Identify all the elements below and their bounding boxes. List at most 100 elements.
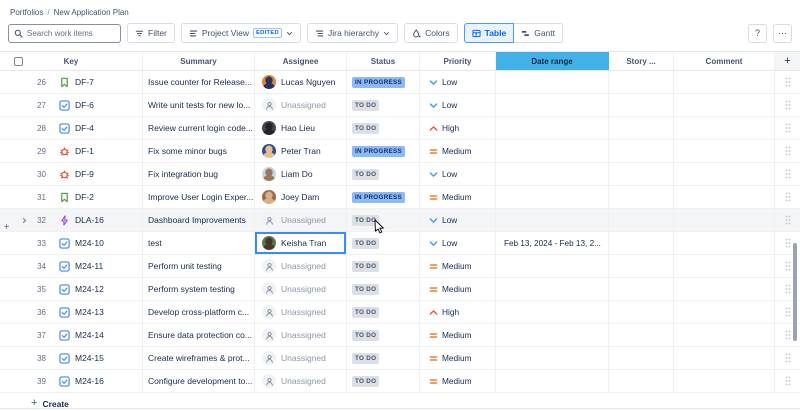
drag-handle-icon[interactable] (785, 77, 791, 87)
status-badge[interactable]: TO DO (352, 122, 380, 134)
drag-handle-icon[interactable] (785, 376, 791, 386)
row-actions-cell[interactable] (775, 140, 800, 162)
status-cell[interactable]: TO DO (347, 255, 420, 277)
assignee-cell[interactable]: Unassigned (255, 278, 347, 300)
key-cell[interactable]: 34 M24-11 (0, 255, 143, 277)
status-badge[interactable]: TO DO (352, 283, 380, 295)
key-cell[interactable]: 39 M24-16 (0, 370, 143, 392)
date-range-cell[interactable] (496, 140, 609, 162)
row-actions-cell[interactable] (775, 370, 800, 392)
key-cell[interactable]: 32 DLA-16 (0, 209, 143, 231)
row-actions-cell[interactable] (775, 186, 800, 208)
comment-cell[interactable] (674, 370, 775, 392)
key-cell[interactable]: 31 DF-2 (0, 186, 143, 208)
row-actions-cell[interactable] (775, 117, 800, 139)
comment-cell[interactable] (674, 324, 775, 346)
story-points-cell[interactable] (609, 278, 674, 300)
comment-cell[interactable] (674, 209, 775, 231)
summary-cell[interactable]: Create wireframes & prot... (143, 347, 255, 369)
assignee-cell[interactable]: Unassigned (255, 301, 347, 323)
drag-handle-icon[interactable] (785, 307, 791, 317)
drag-handle-icon[interactable] (785, 146, 791, 156)
status-badge[interactable]: TO DO (352, 214, 380, 226)
status-cell[interactable]: TO DO (347, 370, 420, 392)
column-header-assignee[interactable]: Assignee (255, 52, 347, 70)
assignee-cell[interactable]: Lucas Nguyen (255, 71, 347, 93)
drag-handle-icon[interactable] (785, 284, 791, 294)
key-cell[interactable]: 27 DF-6 (0, 94, 143, 116)
status-cell[interactable]: TO DO (347, 278, 420, 300)
hierarchy-button[interactable]: Jira hierarchy (307, 23, 399, 43)
comment-cell[interactable] (674, 255, 775, 277)
key-cell[interactable]: 29 DF-1 (0, 140, 143, 162)
assignee-cell[interactable]: Liam Do (255, 163, 347, 185)
key-cell[interactable]: 36 M24-13 (0, 301, 143, 323)
more-options-button[interactable]: ⋯ (773, 23, 792, 43)
priority-cell[interactable]: Medium (420, 347, 496, 369)
date-range-cell[interactable] (496, 186, 609, 208)
expand-chevron-icon[interactable] (18, 148, 30, 155)
key-cell[interactable]: 35 M24-12 (0, 278, 143, 300)
comment-cell[interactable] (674, 163, 775, 185)
vertical-scrollbar-thumb[interactable] (793, 243, 797, 341)
drag-handle-icon[interactable] (785, 123, 791, 133)
status-badge[interactable]: TO DO (352, 329, 380, 341)
summary-cell[interactable]: Ensure data protection co... (143, 324, 255, 346)
status-cell[interactable]: IN PROGRESS (347, 140, 420, 162)
assignee-cell[interactable]: Unassigned (255, 209, 347, 231)
assignee-cell[interactable]: Hao Lieu (255, 117, 347, 139)
drag-handle-icon[interactable] (785, 192, 791, 202)
comment-cell[interactable] (674, 186, 775, 208)
row-actions-cell[interactable] (775, 347, 800, 369)
expand-chevron-icon[interactable] (18, 217, 30, 224)
date-range-cell[interactable] (496, 324, 609, 346)
expand-chevron-icon[interactable] (18, 286, 30, 293)
priority-cell[interactable]: Low (420, 232, 496, 254)
summary-cell[interactable]: Configure development to... (143, 370, 255, 392)
status-cell[interactable]: TO DO (347, 347, 420, 369)
assignee-cell[interactable]: Unassigned (255, 255, 347, 277)
summary-cell[interactable]: Fix some minor bugs (143, 140, 255, 162)
story-points-cell[interactable] (609, 301, 674, 323)
comment-cell[interactable] (674, 94, 775, 116)
key-cell[interactable]: 33 M24-10 (0, 232, 143, 254)
priority-cell[interactable]: Low (420, 71, 496, 93)
summary-cell[interactable]: Issue counter for Release... (143, 71, 255, 93)
help-button[interactable]: ? (748, 23, 767, 43)
priority-cell[interactable]: Medium (420, 324, 496, 346)
assignee-cell[interactable]: Unassigned (255, 94, 347, 116)
summary-cell[interactable]: Fix integration bug (143, 163, 255, 185)
story-points-cell[interactable] (609, 255, 674, 277)
breadcrumb-plan-name[interactable]: New Application Plan (53, 8, 129, 17)
row-actions-cell[interactable] (775, 278, 800, 300)
priority-cell[interactable]: Low (420, 163, 496, 185)
status-cell[interactable]: TO DO (347, 324, 420, 346)
status-cell[interactable]: TO DO (347, 163, 420, 185)
row-actions-cell[interactable] (775, 255, 800, 277)
expand-chevron-icon[interactable] (18, 194, 30, 201)
drag-handle-icon[interactable] (785, 261, 791, 271)
status-badge[interactable]: TO DO (352, 260, 380, 272)
row-actions-cell[interactable] (775, 209, 800, 231)
row-actions-cell[interactable] (775, 163, 800, 185)
date-range-cell[interactable] (496, 278, 609, 300)
select-all-checkbox[interactable] (14, 57, 23, 66)
date-range-cell[interactable] (496, 94, 609, 116)
date-range-cell[interactable] (496, 370, 609, 392)
expand-chevron-icon[interactable] (18, 79, 30, 86)
search-box[interactable] (8, 23, 121, 43)
assignee-cell[interactable]: Joey Dam (255, 186, 347, 208)
key-cell[interactable]: 37 M24-14 (0, 324, 143, 346)
story-points-cell[interactable] (609, 94, 674, 116)
date-range-cell[interactable] (496, 347, 609, 369)
status-badge[interactable]: TO DO (352, 352, 380, 364)
status-badge[interactable]: TO DO (352, 168, 380, 180)
gantt-view-button[interactable]: Gantt (514, 23, 564, 43)
row-actions-cell[interactable] (775, 94, 800, 116)
story-points-cell[interactable] (609, 324, 674, 346)
story-points-cell[interactable] (609, 209, 674, 231)
drag-handle-icon[interactable] (785, 100, 791, 110)
drag-handle-icon[interactable] (785, 353, 791, 363)
column-header-date-range[interactable]: Date range (496, 52, 609, 70)
status-badge[interactable]: TO DO (352, 99, 380, 111)
